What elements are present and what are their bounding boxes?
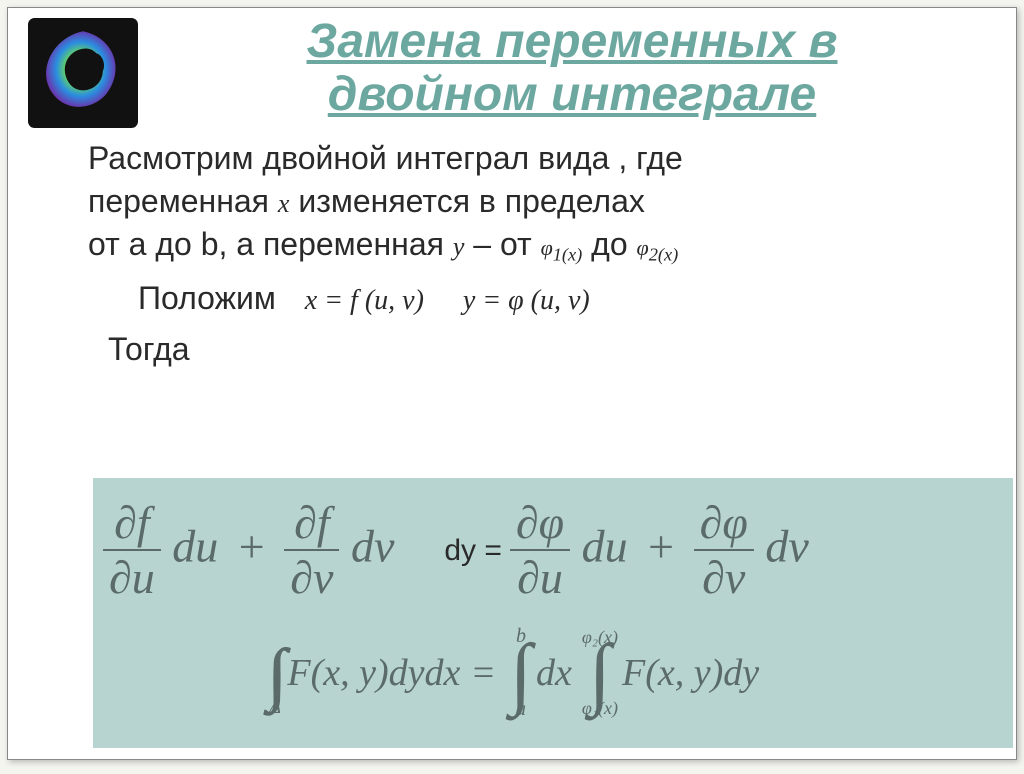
formula-box: ∂f∂u du + ∂f∂v dv dy = ∂φ∂u du + ∂φ∂v dv… (93, 478, 1013, 748)
integrand-1: F(x, y)dydx (287, 651, 460, 695)
subst-x: x = f (u, v) (305, 285, 424, 316)
du: du (582, 521, 628, 572)
du: du (172, 521, 218, 572)
text: Тогда (108, 331, 190, 367)
integral-phi-icon: φ₂(x) ∫ φ₁(x) (582, 630, 618, 717)
plus: + (236, 521, 267, 572)
text: – от (473, 226, 540, 262)
subst-y: y = φ (u, v) (463, 285, 590, 316)
text: до (591, 226, 636, 262)
dv: dv (351, 521, 394, 572)
dx-expansion: ∂f∂u du + ∂f∂v dv (103, 496, 394, 606)
slide-title: Замена переменных в двойном интеграле (28, 8, 996, 122)
var-x: x (278, 189, 290, 218)
dx: dx (536, 651, 572, 695)
text: изменяется в пределах (298, 183, 645, 219)
plus: + (645, 521, 676, 572)
text: от a до b, а переменная (88, 226, 453, 262)
differential-row: ∂f∂u du + ∂f∂v dv dy = ∂φ∂u du + ∂φ∂v dv (93, 496, 1013, 606)
phi1: φ1(x) (541, 235, 583, 260)
equals: = (470, 651, 496, 695)
integral-a-b-icon: b ∫ a (510, 628, 532, 718)
title-line-1: Замена переменных в (307, 15, 838, 68)
phi2: φ2(x) (637, 235, 679, 260)
text: переменная (88, 183, 278, 219)
put-line: Положим x = f (u, v) y = φ (u, v) (138, 277, 966, 320)
dy-expansion: ∂φ∂u du + ∂φ∂v dv (510, 496, 809, 606)
paragraph-1: Расмотрим двойной интеграл вида , где пе… (88, 137, 966, 268)
slide: Замена переменных в двойном интеграле Ра… (7, 7, 1017, 760)
integrand-2: F(x, y)dy (622, 651, 759, 695)
dy-label: dy = (444, 534, 502, 568)
dv: dv (765, 521, 808, 572)
integral-row: ∫∫ Δ F(x, y)dydx = b ∫ a dx φ₂(x) ∫ φ₁(x… (263, 628, 759, 718)
var-y: y (453, 232, 465, 261)
then-line: Тогда (108, 328, 966, 371)
body-text: Расмотрим двойной интеграл вида , где пе… (28, 122, 996, 372)
logo-icon (28, 18, 138, 128)
title-line-2: двойном интеграле (328, 68, 816, 121)
double-integral-icon: ∫∫ Δ (267, 630, 283, 716)
text: Положим (138, 280, 276, 316)
text: Расмотрим двойной интеграл вида , где (88, 140, 683, 176)
